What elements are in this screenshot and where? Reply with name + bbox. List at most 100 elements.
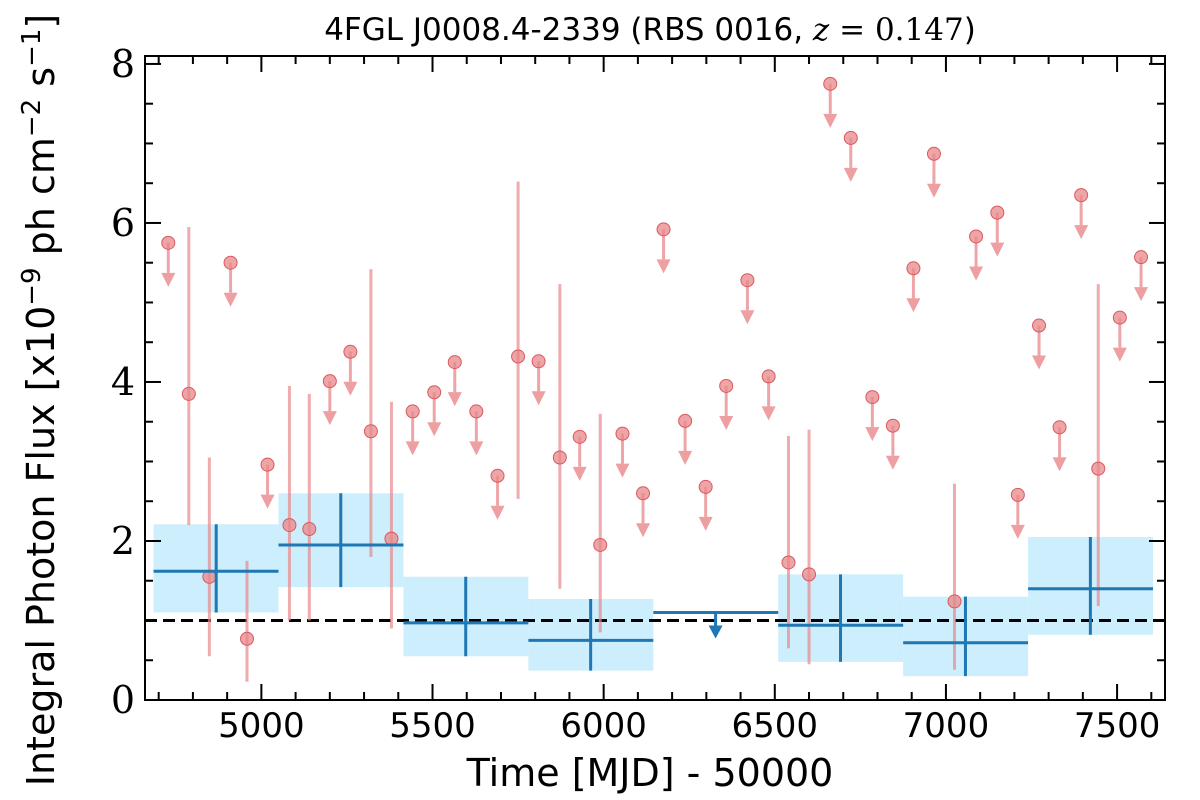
y-tick-label-6: 6: [111, 201, 135, 245]
short-ul-arrow-9: [490, 505, 505, 520]
short-ul-arrow-17: [719, 415, 734, 430]
short-bin-upper-limit-13: [636, 486, 651, 538]
short-ul-arrow-14: [656, 259, 671, 274]
short-bin-upper-limit-5: [405, 404, 420, 456]
short-bin-upper-limit-2: [260, 457, 275, 509]
long-bin-detection-1: [278, 493, 404, 588]
plot-area: 5000 5500 6000 6500 7000 7500 0 2 4 6 8: [111, 42, 1166, 746]
short-bin-point-2: [240, 631, 254, 646]
x-tick-label-5500: 5500: [389, 706, 476, 746]
short-ul-arrow-13: [636, 523, 651, 538]
short-ul-point-19: [761, 369, 776, 384]
short-ul-point-16: [698, 479, 713, 494]
short-ul-arrow-10: [531, 391, 546, 406]
short-ul-point-32: [1112, 310, 1127, 325]
short-bin-upper-limit-8: [469, 404, 484, 456]
short-bin-detection-10: [781, 436, 796, 649]
short-ul-point-21: [843, 130, 858, 145]
short-bin-upper-limit-0: [161, 235, 176, 287]
short-ul-point-5: [405, 404, 420, 419]
axes-frame: [144, 55, 1166, 701]
short-ul-point-3: [322, 374, 337, 389]
x-tick-label-5000: 5000: [218, 706, 305, 746]
short-bin-upper-limit-18: [740, 273, 755, 325]
long-ul-arrow-0: [708, 625, 723, 639]
short-ul-arrow-27: [990, 242, 1005, 257]
short-ul-point-33: [1134, 250, 1149, 265]
short-bin-point-12: [947, 594, 962, 609]
short-bin-upper-limit-25: [926, 146, 941, 198]
short-ul-arrow-29: [1032, 355, 1047, 370]
short-ul-point-15: [678, 413, 693, 428]
short-bin-upper-limit-6: [427, 385, 442, 437]
short-bin-upper-limit-21: [843, 130, 858, 182]
short-bin-point-13: [1091, 461, 1106, 476]
y-label-exp2: −2: [17, 99, 47, 137]
short-bin-upper-limit-17: [719, 378, 734, 430]
short-bin-upper-limit-1: [223, 255, 238, 307]
short-bin-upper-limit-33: [1134, 250, 1149, 302]
y-tick-label-0: 0: [111, 678, 135, 722]
short-ul-arrow-24: [906, 298, 921, 313]
short-bin-upper-limit-19: [761, 369, 776, 421]
short-bin-upper-limit-12: [615, 426, 630, 478]
title-redshift-value: 0.147: [875, 12, 964, 48]
short-ul-point-9: [490, 468, 505, 483]
y-label-part1: Integral Photon Flux [x10: [19, 306, 63, 787]
short-ul-point-30: [1052, 420, 1067, 435]
short-ul-point-22: [865, 390, 880, 405]
short-bin-point-0: [181, 386, 196, 401]
title-close-paren: ): [964, 12, 976, 48]
short-bin-upper-limit-20: [823, 76, 838, 128]
y-tick-label-2: 2: [111, 519, 135, 563]
short-ul-arrow-30: [1052, 457, 1067, 472]
short-bin-upper-limit-9: [490, 468, 505, 520]
short-bin-upper-limit-26: [969, 229, 984, 281]
short-bin-upper-limit-7: [447, 355, 462, 407]
title-main: 4FGL J0008.4-2339 (RBS 0016,: [324, 12, 813, 48]
short-bin-upper-limit-29: [1032, 318, 1047, 370]
short-bin-point-3: [282, 518, 297, 533]
short-bin-upper-limit-15: [678, 413, 693, 465]
short-bin-point-8: [552, 450, 567, 465]
short-ul-point-6: [427, 385, 442, 400]
short-bin-point-10: [781, 555, 796, 570]
y-axis-label: Integral Photon Flux [x10−9 ph cm−2 s−1]: [17, 14, 63, 787]
short-ul-point-17: [719, 378, 734, 393]
short-ul-point-13: [636, 486, 651, 501]
short-ul-arrow-4: [343, 381, 358, 396]
short-ul-arrow-21: [843, 167, 858, 182]
long-bin-detection-5: [903, 596, 1029, 677]
short-ul-arrow-3: [322, 411, 337, 426]
short-ul-arrow-5: [405, 441, 420, 456]
short-ul-arrow-6: [427, 422, 442, 437]
short-bin-upper-limit-22: [865, 390, 880, 442]
long-bin-detection-4: [778, 574, 904, 662]
y-tick-label-8: 8: [111, 42, 135, 86]
short-bin-point-6: [384, 531, 399, 546]
short-bin-detection-7: [511, 181, 526, 499]
x-axis-label: Time [MJD] - 50000: [466, 751, 834, 795]
short-ul-arrow-0: [161, 272, 176, 287]
short-bin-point-5: [363, 424, 378, 439]
short-ul-arrow-19: [761, 406, 776, 421]
short-ul-point-20: [823, 76, 838, 91]
title-redshift-symbol: z: [812, 12, 830, 48]
y-tick-label-4: 4: [111, 360, 135, 404]
short-ul-point-31: [1074, 188, 1089, 203]
short-ul-point-27: [990, 205, 1005, 220]
short-bin-upper-limit-30: [1052, 420, 1067, 472]
short-bin-upper-limit-27: [990, 205, 1005, 257]
long-bin-detection-6: [1028, 537, 1154, 635]
short-bin-detection-13: [1091, 284, 1106, 607]
short-ul-arrow-31: [1074, 225, 1089, 240]
short-bin-upper-limit-16: [698, 479, 713, 531]
short-bin-detection-2: [240, 560, 254, 682]
short-bin-upper-limit-24: [906, 261, 921, 313]
short-ul-point-25: [926, 146, 941, 161]
short-ul-point-2: [260, 457, 275, 472]
short-ul-point-14: [656, 222, 671, 237]
short-ul-arrow-25: [926, 183, 941, 198]
